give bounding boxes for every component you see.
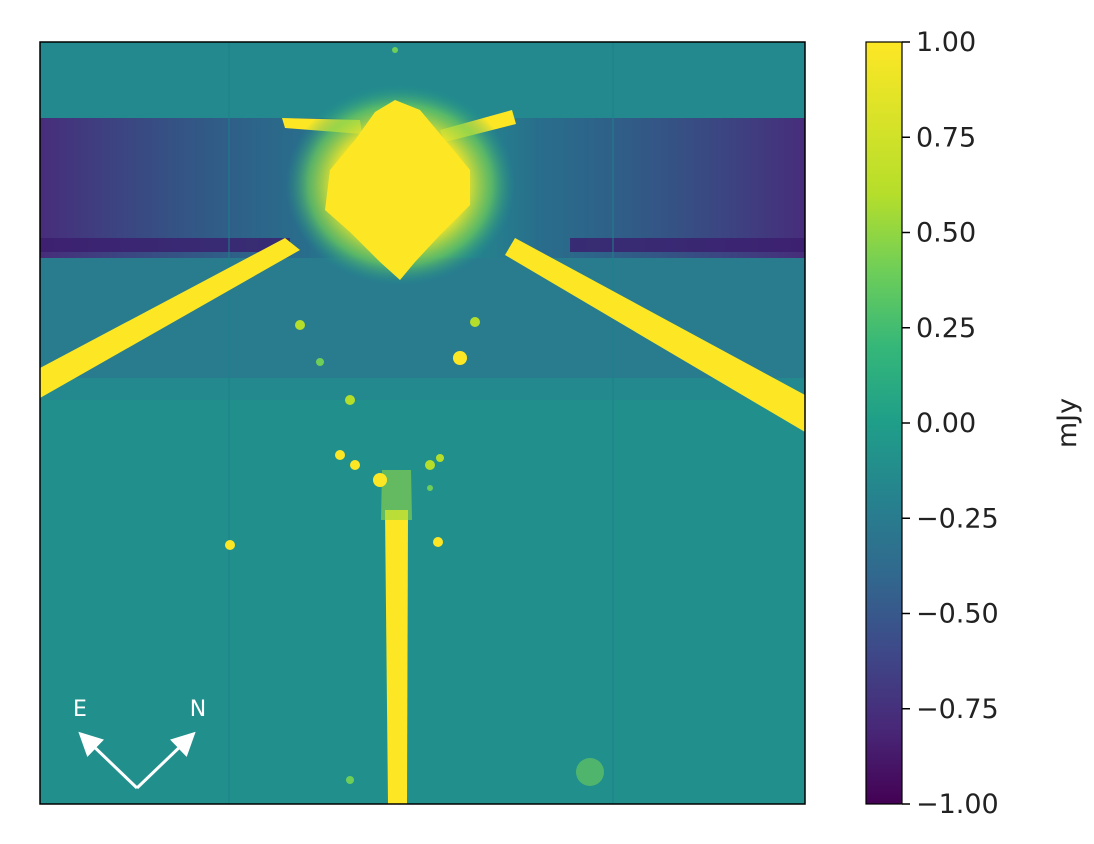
lower-field [40,400,805,804]
speckle [436,454,444,462]
dark-band-edge-left [40,238,290,252]
colorbar-ticks: 1.00 0.75 0.50 0.25 0.00 −0.25 −0.50 −0.75 −1.00 [902,27,999,820]
speckle [225,540,235,550]
speckle [427,485,433,491]
speckle [425,460,435,470]
speckle [345,395,355,405]
colorbar-gradient [865,41,903,805]
speckle [346,776,354,784]
speckle [392,47,398,53]
speckle [453,351,467,365]
dark-band-edge-right [570,238,805,252]
compass-e-label: E [73,697,87,722]
compass-n-arrow [135,731,196,790]
colorbar-tick-label: 0.00 [916,408,976,439]
compass-e-arrow [78,731,139,790]
speckle [576,758,604,786]
speckle [433,537,443,547]
right-spike [505,238,805,432]
colorbar-tick-label: 0.75 [916,122,976,153]
panel-strip-1 [228,42,230,804]
colorbar-tick-label: −0.25 [916,503,999,534]
panel-strip-2 [612,42,614,804]
colorbar-tick-label: −0.50 [916,599,999,630]
speckle [373,473,387,487]
speckle [350,460,360,470]
speckle [470,317,480,327]
colorbar-tick-label: 1.00 [916,27,976,58]
colorbar-tick-label: 0.25 [916,313,976,344]
colorbar-tick-label: 0.50 [916,218,976,249]
colorbar-tick-label: −0.75 [916,694,999,725]
image-panel [40,42,805,804]
colorbar-tick-label: −1.00 [916,789,999,820]
bottom-spike [385,510,408,804]
speckle [295,320,305,330]
image-frame [39,41,806,805]
speckle [316,358,324,366]
compass: E N [73,697,206,790]
colorbar-label: mJy [1052,398,1083,448]
star-core [325,100,470,280]
bottom-spike-glow [381,470,412,520]
speckle [335,450,345,460]
compass-n-label: N [190,697,206,722]
left-spike [40,238,300,398]
colorbar: 1.00 0.75 0.50 0.25 0.00 −0.25 −0.50 −0.75 −1.00… [865,27,1083,820]
